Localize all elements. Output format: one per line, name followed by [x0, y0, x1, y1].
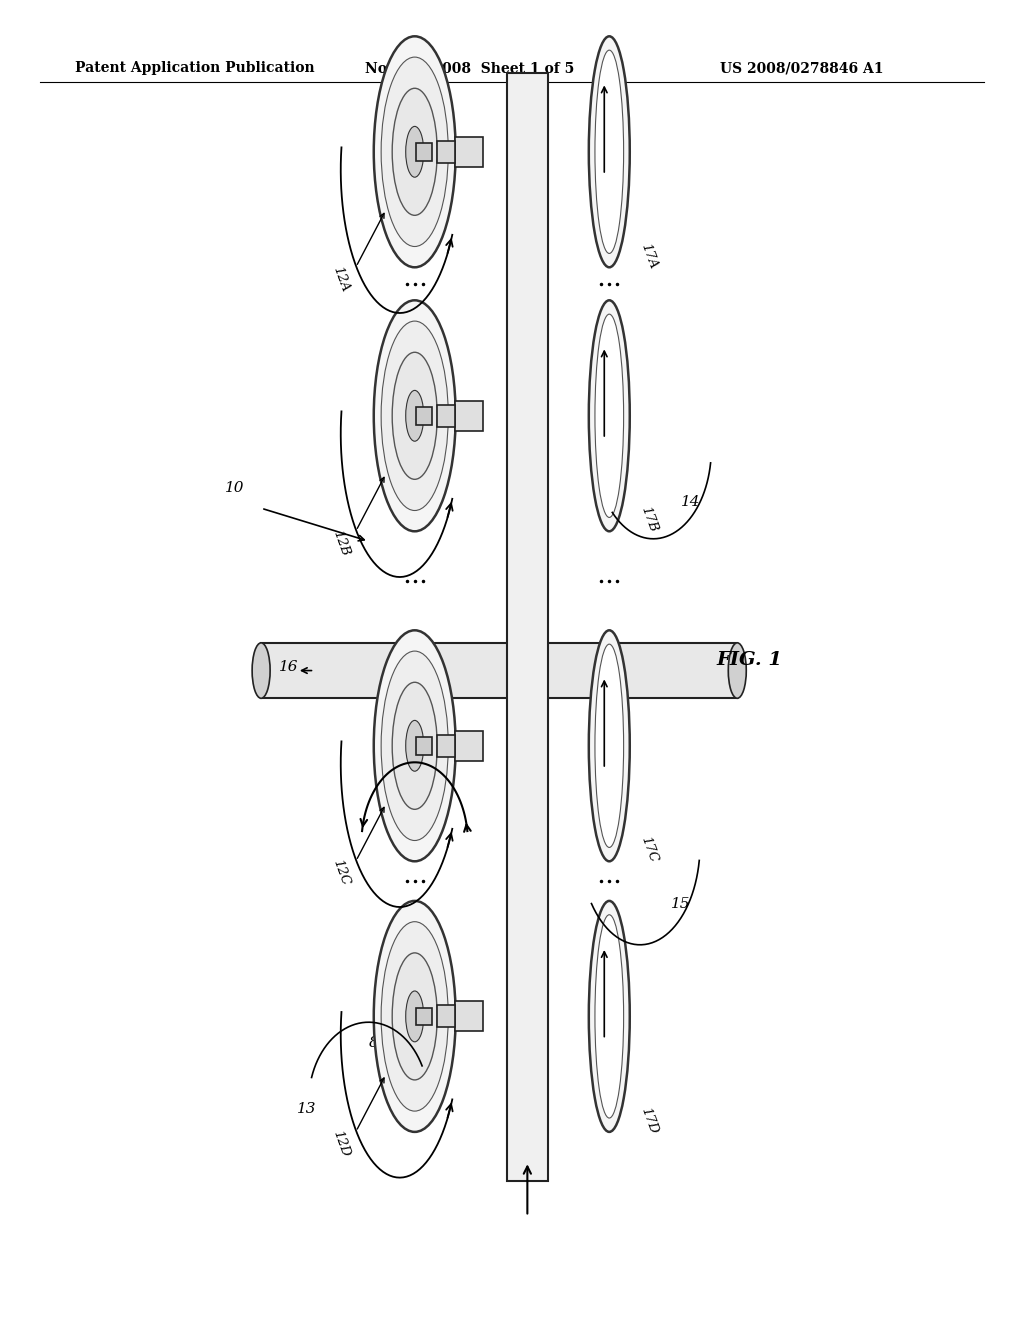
Text: 15: 15	[671, 898, 690, 911]
Ellipse shape	[381, 651, 449, 841]
Bar	[507, 73, 548, 1181]
Ellipse shape	[381, 321, 449, 511]
Ellipse shape	[392, 88, 437, 215]
Bar	[437, 141, 455, 162]
Ellipse shape	[589, 36, 630, 267]
Bar	[416, 737, 432, 755]
Text: US 2008/0278846 A1: US 2008/0278846 A1	[720, 61, 884, 75]
Text: 13: 13	[297, 1102, 316, 1115]
Bar	[455, 401, 483, 430]
Text: 17B: 17B	[638, 506, 659, 535]
Text: 6: 6	[599, 165, 609, 178]
Text: 12D: 12D	[330, 1129, 352, 1159]
Ellipse shape	[392, 953, 437, 1080]
Bar	[455, 1002, 483, 1031]
Ellipse shape	[589, 630, 630, 861]
Ellipse shape	[252, 643, 270, 698]
Text: 10: 10	[225, 482, 245, 495]
Bar	[416, 407, 432, 425]
Ellipse shape	[392, 682, 437, 809]
Text: 12B: 12B	[331, 528, 351, 557]
Text: Patent Application Publication: Patent Application Publication	[75, 61, 314, 75]
Text: 8: 8	[369, 1036, 379, 1049]
Ellipse shape	[595, 644, 624, 847]
Ellipse shape	[374, 300, 456, 531]
Ellipse shape	[406, 991, 424, 1041]
Bar	[416, 1007, 432, 1026]
Ellipse shape	[406, 721, 424, 771]
Ellipse shape	[589, 900, 630, 1131]
Bar	[437, 1006, 455, 1027]
Bar	[416, 143, 432, 161]
Bar	[261, 643, 737, 698]
Bar	[437, 735, 455, 756]
Text: 14: 14	[681, 495, 700, 508]
Ellipse shape	[728, 643, 746, 698]
Text: 12A: 12A	[331, 264, 351, 293]
Ellipse shape	[595, 915, 624, 1118]
Text: 17C: 17C	[638, 834, 659, 865]
Ellipse shape	[374, 630, 456, 861]
Ellipse shape	[406, 391, 424, 441]
Bar	[455, 137, 483, 166]
Text: FIG. 1: FIG. 1	[717, 651, 782, 669]
Ellipse shape	[381, 57, 449, 247]
Text: 16: 16	[279, 660, 298, 673]
Ellipse shape	[374, 900, 456, 1131]
Ellipse shape	[381, 921, 449, 1111]
Text: 17A: 17A	[638, 242, 659, 271]
Ellipse shape	[374, 36, 456, 267]
Text: 12C: 12C	[331, 858, 351, 888]
Ellipse shape	[595, 50, 624, 253]
Text: Nov. 13, 2008  Sheet 1 of 5: Nov. 13, 2008 Sheet 1 of 5	[365, 61, 574, 75]
Bar	[455, 731, 483, 760]
Ellipse shape	[392, 352, 437, 479]
Text: 17D: 17D	[638, 1105, 659, 1135]
Ellipse shape	[595, 314, 624, 517]
Ellipse shape	[589, 300, 630, 531]
Bar	[437, 405, 455, 426]
Ellipse shape	[406, 127, 424, 177]
